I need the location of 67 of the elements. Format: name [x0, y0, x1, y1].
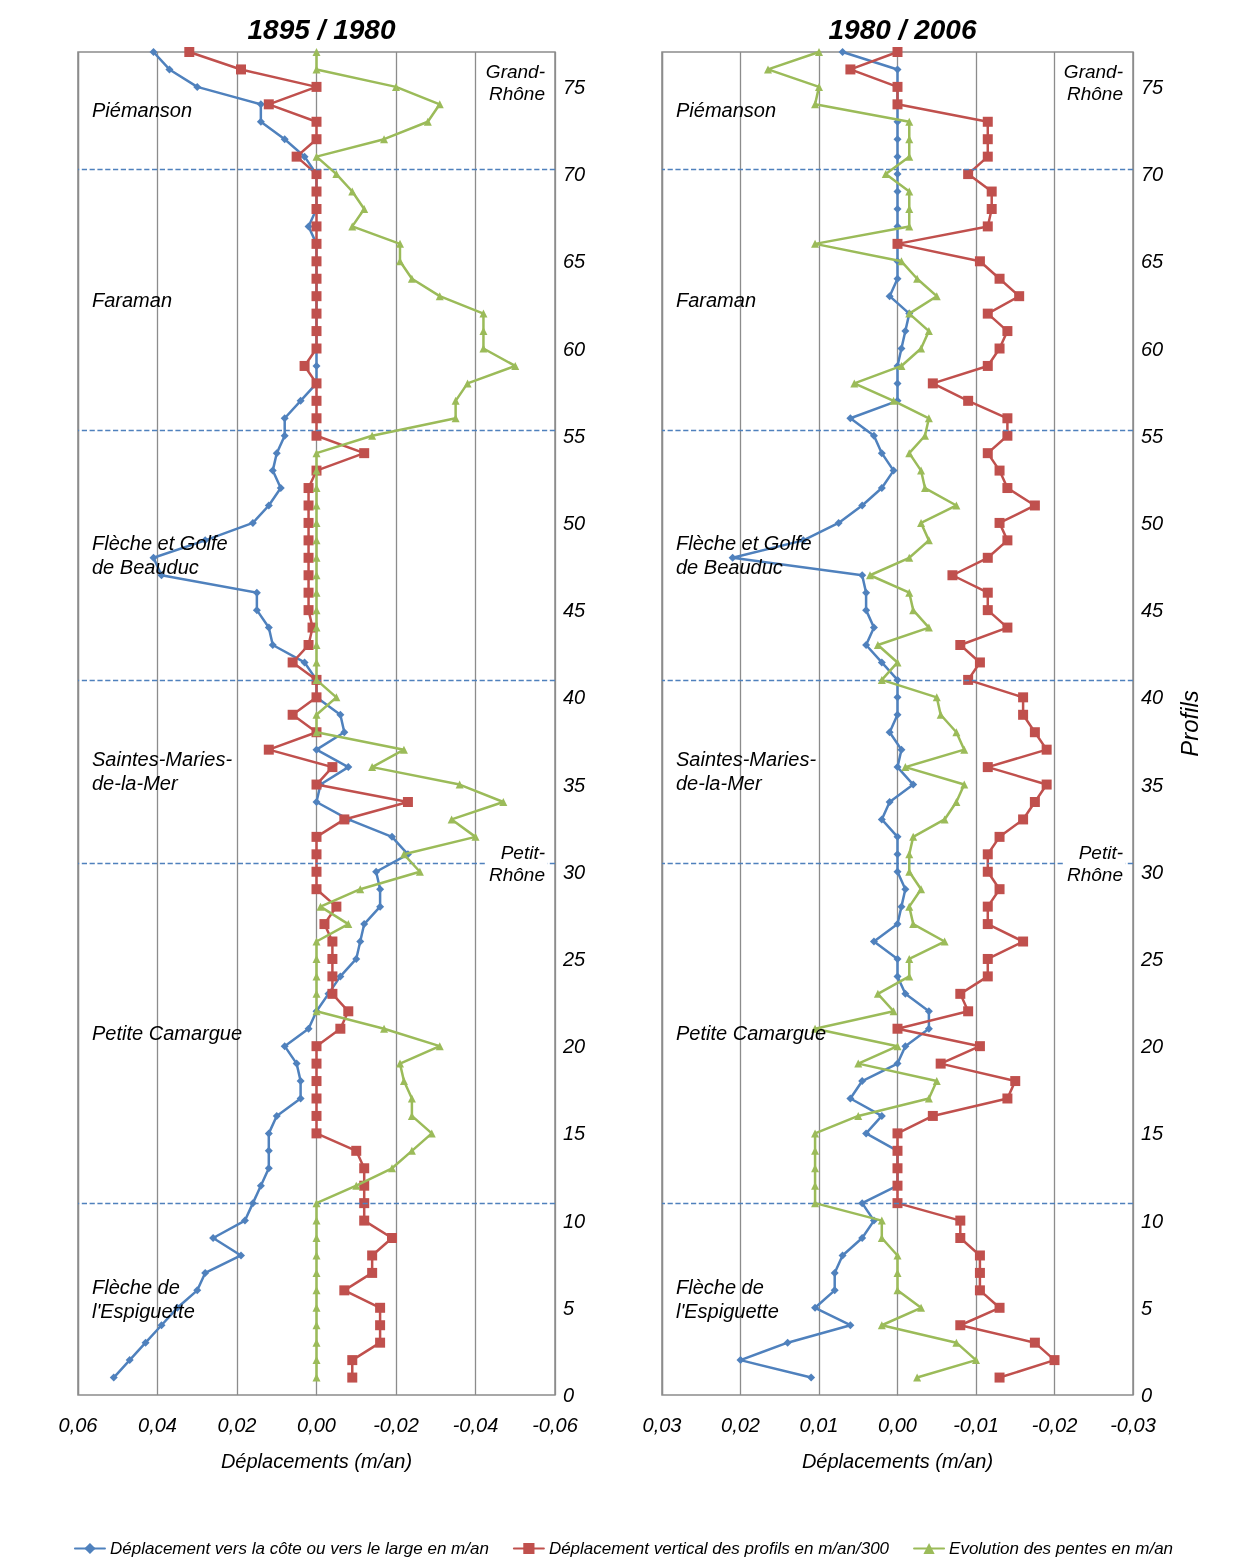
- legend-label: Evolution des pentes en m/an: [949, 1539, 1174, 1558]
- annotation: Petit- Rhône: [1067, 841, 1123, 885]
- y-tick-label: 25: [1140, 947, 1165, 970]
- y-tick-label: 40: [563, 686, 586, 709]
- y-tick-label: 10: [563, 1209, 586, 1232]
- y-tick-label: 0: [1141, 1384, 1153, 1406]
- y-tick-label: 75: [1141, 75, 1165, 98]
- annotation: Saintes-Maries- de-la-Mer: [676, 748, 817, 795]
- chart-title: 1895 / 1980: [247, 13, 396, 45]
- annotation: Piémanson: [676, 99, 777, 122]
- annotation: Grand- Rhône: [485, 60, 545, 104]
- x-tick-label: 0,02: [721, 1414, 760, 1436]
- x-tick-label: 0,00: [297, 1414, 336, 1436]
- y-tick-label: 35: [563, 773, 587, 796]
- annotation: Saintes-Maries- de-la-Mer: [92, 748, 233, 795]
- x-tick-label: 0,01: [799, 1414, 839, 1436]
- y-tick-label: 55: [563, 424, 587, 447]
- x-tick-label: -0,01: [953, 1414, 999, 1436]
- y-tick-label: 0: [563, 1384, 575, 1406]
- y-tick-label: 45: [563, 599, 587, 622]
- y-tick-label: 50: [1141, 511, 1164, 534]
- x-tick-label: 0,06: [58, 1414, 99, 1436]
- y-tick-label: 40: [1141, 686, 1164, 709]
- x-tick-label: 0,04: [138, 1414, 177, 1436]
- legend-label: Déplacement vertical des profils en m/an/300: [548, 1539, 890, 1558]
- y-tick-label: 10: [1141, 1209, 1164, 1232]
- annotation: Petite Camargue: [92, 1022, 243, 1045]
- y-tick-label: 5: [1141, 1296, 1153, 1319]
- annotation: Faraman: [676, 288, 757, 311]
- y-tick-label: 30: [1141, 860, 1164, 883]
- annotation: Faraman: [92, 288, 173, 311]
- y-tick-label: 35: [1141, 773, 1165, 796]
- y-tick-label: 5: [563, 1296, 575, 1319]
- y-tick-label: 20: [562, 1035, 586, 1058]
- annotation: Petit- Rhône: [489, 841, 545, 885]
- annotation: Petite Camargue: [676, 1022, 827, 1045]
- x-tick-label: -0,06: [532, 1414, 579, 1436]
- x-tick-label: 0,00: [878, 1414, 917, 1436]
- chart-title: 1980 / 2006: [828, 13, 977, 45]
- y-tick-label: 60: [563, 337, 586, 360]
- y-tick-label: 70: [563, 163, 586, 186]
- y-tick-label: 30: [563, 860, 586, 883]
- annotation: Piémanson: [92, 99, 193, 122]
- x-axis-title: Déplacements (m/an): [801, 1450, 994, 1472]
- x-tick-label: -0,02: [1031, 1414, 1078, 1436]
- legend-label: Déplacement vers la côte ou vers le large en m/an: [109, 1539, 489, 1558]
- x-tick-label: 0,03: [642, 1414, 682, 1436]
- y-tick-label: 55: [1141, 424, 1165, 447]
- x-axis-title: Déplacements (m/an): [220, 1450, 413, 1472]
- y-tick-label: 20: [1140, 1035, 1164, 1058]
- annotation: Grand- Rhône: [1063, 60, 1123, 104]
- x-tick-label: 0,02: [217, 1414, 257, 1436]
- annotation: Flèche de l'Espiguette: [676, 1276, 779, 1323]
- y-tick-label: 50: [563, 511, 586, 534]
- x-tick-label: -0,02: [373, 1414, 419, 1436]
- y-tick-label: 15: [563, 1122, 587, 1145]
- x-tick-label: -0,03: [1110, 1414, 1156, 1436]
- y-tick-label: 75: [563, 75, 587, 98]
- y-tick-label: 60: [1141, 337, 1164, 360]
- y-tick-label: 65: [563, 250, 587, 273]
- y-tick-label: 15: [1141, 1122, 1165, 1145]
- y-tick-label: 70: [1141, 163, 1164, 186]
- y-tick-label: 65: [1141, 250, 1165, 273]
- x-tick-label: -0,04: [452, 1414, 499, 1436]
- y-axis-title: Profils: [1175, 690, 1203, 757]
- y-tick-label: 25: [562, 947, 587, 970]
- y-tick-label: 45: [1141, 599, 1165, 622]
